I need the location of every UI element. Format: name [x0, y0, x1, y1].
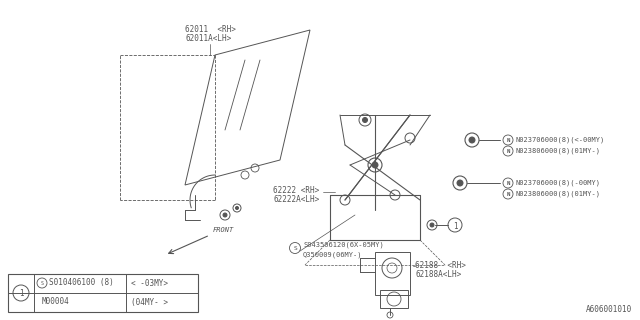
- Text: 62222 <RH>: 62222 <RH>: [273, 186, 319, 195]
- Text: S010406100 (8): S010406100 (8): [49, 278, 114, 287]
- Circle shape: [223, 213, 227, 217]
- Text: 1: 1: [452, 221, 458, 230]
- Text: A606001010: A606001010: [586, 305, 632, 314]
- Text: S: S: [293, 246, 297, 251]
- Text: S043506120(6X-05MY): S043506120(6X-05MY): [303, 242, 384, 248]
- Text: 62188A<LH>: 62188A<LH>: [415, 270, 461, 279]
- Text: 62011  <RH>: 62011 <RH>: [185, 25, 236, 34]
- Text: 62011A<LH>: 62011A<LH>: [185, 34, 231, 43]
- Text: M00004: M00004: [42, 298, 70, 307]
- Text: N: N: [506, 138, 509, 143]
- Circle shape: [362, 117, 367, 123]
- Bar: [8, 274, 198, 312]
- Text: Q350009(06MY-): Q350009(06MY-): [303, 252, 362, 258]
- Text: 1: 1: [19, 289, 23, 298]
- Circle shape: [236, 206, 239, 210]
- Text: < -03MY>: < -03MY>: [131, 278, 168, 287]
- Text: 62188  <RH>: 62188 <RH>: [415, 261, 466, 270]
- Circle shape: [372, 162, 378, 168]
- Text: S: S: [40, 281, 44, 286]
- Circle shape: [457, 180, 463, 186]
- Text: (04MY- >: (04MY- >: [131, 298, 168, 307]
- Text: FRONT: FRONT: [213, 227, 234, 233]
- Text: N: N: [506, 192, 509, 197]
- Text: N023806000(8)(01MY-): N023806000(8)(01MY-): [515, 148, 600, 154]
- Text: 62222A<LH>: 62222A<LH>: [273, 195, 319, 204]
- Text: N: N: [506, 181, 509, 186]
- Text: N023706000(8)(-00MY): N023706000(8)(-00MY): [515, 180, 600, 186]
- Circle shape: [469, 137, 475, 143]
- Text: N023706000(8)(<-00MY): N023706000(8)(<-00MY): [515, 137, 604, 143]
- Text: N: N: [506, 149, 509, 154]
- Circle shape: [430, 223, 434, 227]
- Text: N023806000(8)(01MY-): N023806000(8)(01MY-): [515, 191, 600, 197]
